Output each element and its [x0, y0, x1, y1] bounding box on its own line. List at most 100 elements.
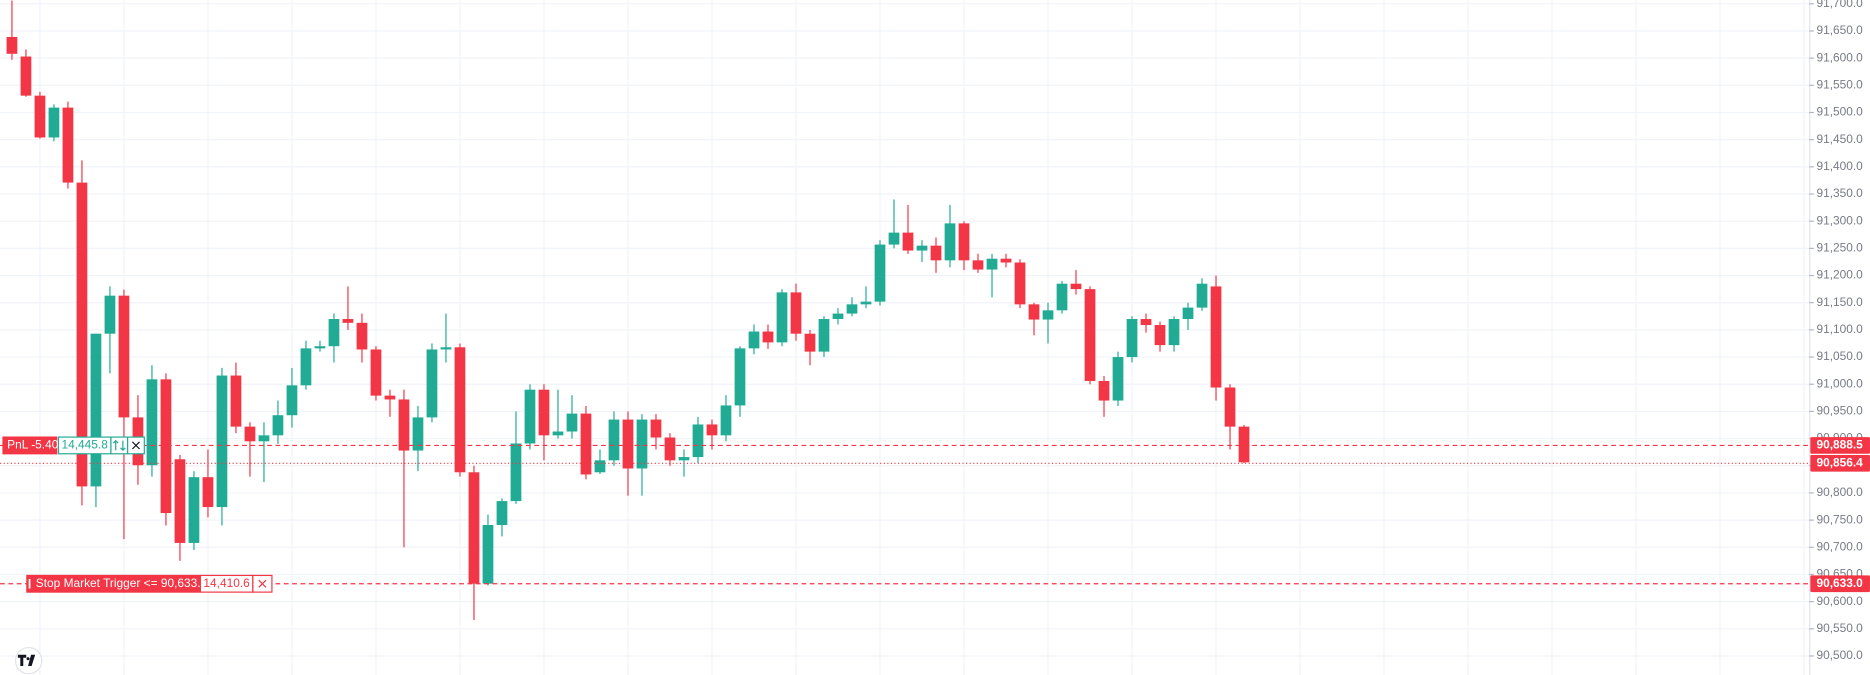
trade-overlays: PnL -5.40 14,445.8 Stop Market Trigger <= … [2, 436, 273, 593]
y-tick-label: 90,500.0 [1816, 648, 1863, 662]
candle-body [510, 443, 522, 502]
candle-body [328, 319, 340, 347]
y-tick-label: 91,350.0 [1816, 186, 1863, 200]
order-quantity: 14,410.6 [203, 576, 250, 590]
y-tick-label: 91,600.0 [1816, 50, 1863, 64]
y-tick-label: 91,100.0 [1816, 322, 1863, 336]
candle-body [1140, 319, 1152, 325]
candle-body [1154, 325, 1166, 346]
y-tick-label: 91,150.0 [1816, 295, 1863, 309]
candle-body [482, 525, 494, 584]
price-label-box [1810, 437, 1870, 454]
candle-body [888, 232, 900, 245]
candle-body [272, 415, 284, 436]
candle-body [314, 346, 326, 349]
pnl-box [2, 436, 58, 455]
candle-body [650, 419, 662, 438]
price-lines [0, 444, 1810, 585]
candle-body [1000, 258, 1012, 263]
candle-body [1224, 387, 1236, 427]
candle-body [1210, 286, 1222, 388]
candle-body [496, 501, 508, 525]
candle-body [1196, 283, 1208, 308]
candle-body [398, 399, 410, 451]
candle-body [356, 322, 368, 350]
candle-body [776, 292, 788, 343]
order-label: Stop Market Trigger <= 90,633.0 [36, 576, 208, 590]
y-tick-label: 91,200.0 [1816, 268, 1863, 282]
y-tick-label: 91,400.0 [1816, 159, 1863, 173]
candle-body [342, 319, 354, 323]
cancel-icon [258, 579, 267, 588]
candle-body [706, 424, 718, 436]
candle-body [916, 245, 928, 251]
y-tick-label: 91,300.0 [1816, 213, 1863, 227]
candle-body [440, 347, 452, 350]
y-tick-label: 90,800.0 [1816, 485, 1863, 499]
candle-body [566, 413, 578, 432]
candle-body [454, 347, 466, 473]
candle-body [734, 348, 746, 406]
candle-body [1056, 283, 1068, 311]
candle-body [244, 426, 256, 442]
candle-body [958, 223, 970, 261]
candle-body [1084, 289, 1096, 381]
candle-body [1168, 319, 1180, 346]
candle-body [692, 424, 704, 458]
candle-body [370, 349, 382, 396]
candle-body [34, 95, 46, 138]
price-label: 90,633.0 [1816, 576, 1863, 590]
candle-body [720, 405, 732, 436]
candle-body [174, 459, 186, 543]
candle-body [90, 333, 102, 487]
candle-body [944, 223, 956, 261]
candle-body [860, 301, 872, 305]
candle-body [104, 295, 116, 334]
candle-body [1126, 319, 1138, 358]
candle-body [972, 260, 984, 270]
candle-body [608, 419, 620, 461]
y-tick-label: 90,600.0 [1816, 594, 1863, 608]
y-tick-label: 91,650.0 [1816, 23, 1863, 37]
price-axis: 90,500.090,550.090,600.090,650.090,700.0… [1809, 0, 1870, 662]
candle-body [664, 437, 676, 461]
candle-body [902, 232, 914, 251]
candle-body [1182, 307, 1194, 320]
y-tick-label: 91,050.0 [1816, 349, 1863, 363]
price-label: 90,856.4 [1816, 455, 1863, 469]
quantity-label: 14,445.8 [62, 438, 109, 452]
y-tick-label: 90,550.0 [1816, 621, 1863, 635]
candle-body [748, 331, 760, 349]
candle-body [300, 348, 312, 386]
y-tick-label: 90,700.0 [1816, 539, 1863, 553]
candle-body [384, 395, 396, 400]
y-tick-label: 91,550.0 [1816, 77, 1863, 91]
candle-body [160, 379, 172, 514]
close-icon [131, 441, 140, 450]
candle-body [790, 292, 802, 334]
price-label-box [1810, 454, 1870, 472]
reverse-button[interactable] [110, 436, 129, 455]
candle-body [832, 313, 844, 320]
y-tick-label: 91,700.0 [1816, 0, 1863, 10]
candle-body [1098, 380, 1110, 401]
order-drag-handle [28, 578, 31, 589]
candle-body [1028, 304, 1040, 320]
price-label: 90,888.5 [1816, 438, 1863, 452]
candle-body [412, 417, 424, 451]
y-tick-label: 90,950.0 [1816, 404, 1863, 418]
candle-body [118, 295, 130, 418]
candle-body [6, 36, 18, 54]
candle-body [426, 349, 438, 418]
candle-body [468, 472, 480, 584]
candle-body [76, 182, 88, 487]
candle-body [188, 477, 200, 543]
price-label-box [1810, 575, 1870, 593]
candle-body [258, 435, 270, 442]
candle-body [1014, 262, 1026, 305]
candle-body [622, 419, 634, 469]
candle-body [62, 107, 74, 183]
candle-body [636, 419, 648, 469]
